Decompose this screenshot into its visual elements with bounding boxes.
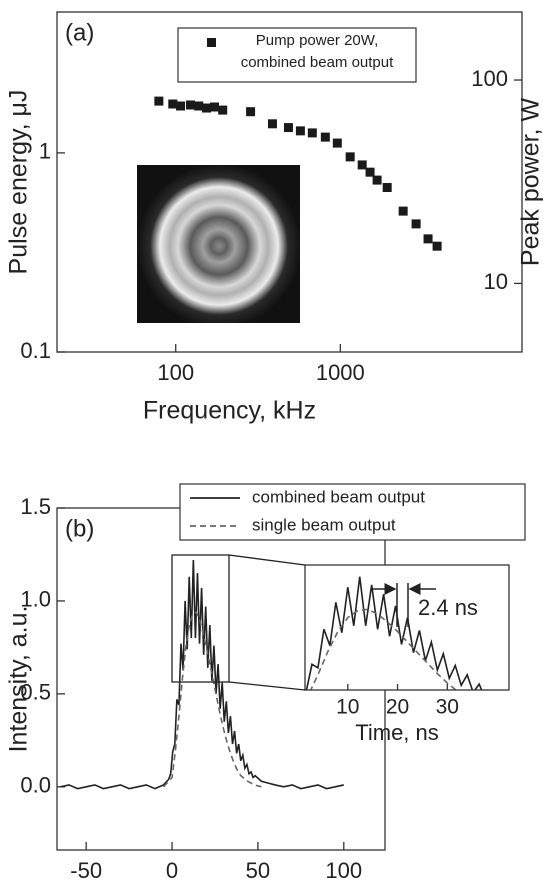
data-point xyxy=(246,107,256,117)
data-point xyxy=(209,102,219,112)
inset-x-tick-label: 30 xyxy=(436,696,459,719)
data-point xyxy=(345,152,355,162)
data-point xyxy=(154,96,164,106)
data-point xyxy=(168,99,178,109)
panel-label: (b) xyxy=(65,515,94,542)
data-line xyxy=(162,610,262,788)
x-tick-label: 100 xyxy=(157,360,194,385)
data-point xyxy=(382,183,392,193)
x-tick-label: 1000 xyxy=(316,360,365,385)
data-line xyxy=(309,608,458,690)
data-point xyxy=(267,119,277,129)
data-point xyxy=(432,241,442,251)
data-point xyxy=(295,126,305,136)
data-point xyxy=(194,101,204,111)
data-point xyxy=(411,219,421,229)
legend-marker xyxy=(207,38,216,47)
y2-tick-label: 10 xyxy=(484,269,508,294)
x-tick-label: 100 xyxy=(325,858,362,883)
data-point xyxy=(357,160,367,170)
inset-frame xyxy=(304,564,510,691)
y-tick-label: 1.5 xyxy=(20,494,51,519)
y-tick-label: 0.5 xyxy=(20,680,51,705)
inset-x-axis-label: Time, ns xyxy=(355,720,439,745)
zoom-indicator xyxy=(171,554,306,691)
data-point xyxy=(423,234,433,244)
y-axis-label: Pulse energy, μJ xyxy=(5,90,33,275)
inset-x-tick-label: 20 xyxy=(386,696,409,719)
data-point xyxy=(202,103,212,113)
panel-label: (a) xyxy=(65,19,94,46)
data-point xyxy=(365,167,375,177)
beam-profile-image xyxy=(137,165,300,323)
legend-box xyxy=(179,483,526,541)
data-point xyxy=(320,132,330,142)
inset-annotation: 2.4 ns xyxy=(418,595,478,620)
legend-label: combined beam output xyxy=(252,487,425,506)
x-tick-label: -50 xyxy=(70,858,102,883)
data-point xyxy=(332,138,342,148)
y-axis-label: Intensity, a.u. xyxy=(5,606,33,753)
inset-x-tick-label: 10 xyxy=(336,696,359,719)
x-axis-label: Frequency, kHz xyxy=(143,397,316,425)
inset-background xyxy=(305,565,509,690)
legend-box xyxy=(177,27,417,83)
data-point xyxy=(176,101,186,111)
data-point xyxy=(218,105,228,115)
x-tick-label: 0 xyxy=(166,858,178,883)
y-tick-label: 1 xyxy=(39,139,51,164)
data-point xyxy=(398,206,408,216)
legend-label: single beam output xyxy=(252,515,396,534)
data-point xyxy=(372,175,382,185)
y2-axis-label: Peak power, W xyxy=(517,98,543,267)
x-tick-label: 50 xyxy=(246,858,270,883)
data-point xyxy=(186,100,196,110)
plot-frame xyxy=(56,11,523,353)
y-tick-label: 0.1 xyxy=(20,338,51,363)
data-point xyxy=(307,128,317,138)
y-tick-label: 1.0 xyxy=(20,587,51,612)
data-point xyxy=(283,123,293,133)
y2-tick-label: 100 xyxy=(471,66,508,91)
data-line xyxy=(60,560,344,790)
period-marker xyxy=(372,583,436,627)
legend-label: Pump power 20W, combined beam output xyxy=(240,32,394,71)
legend-text-box: Pump power 20W, combined beam output xyxy=(240,32,394,71)
y-tick-label: 0.0 xyxy=(20,773,51,798)
